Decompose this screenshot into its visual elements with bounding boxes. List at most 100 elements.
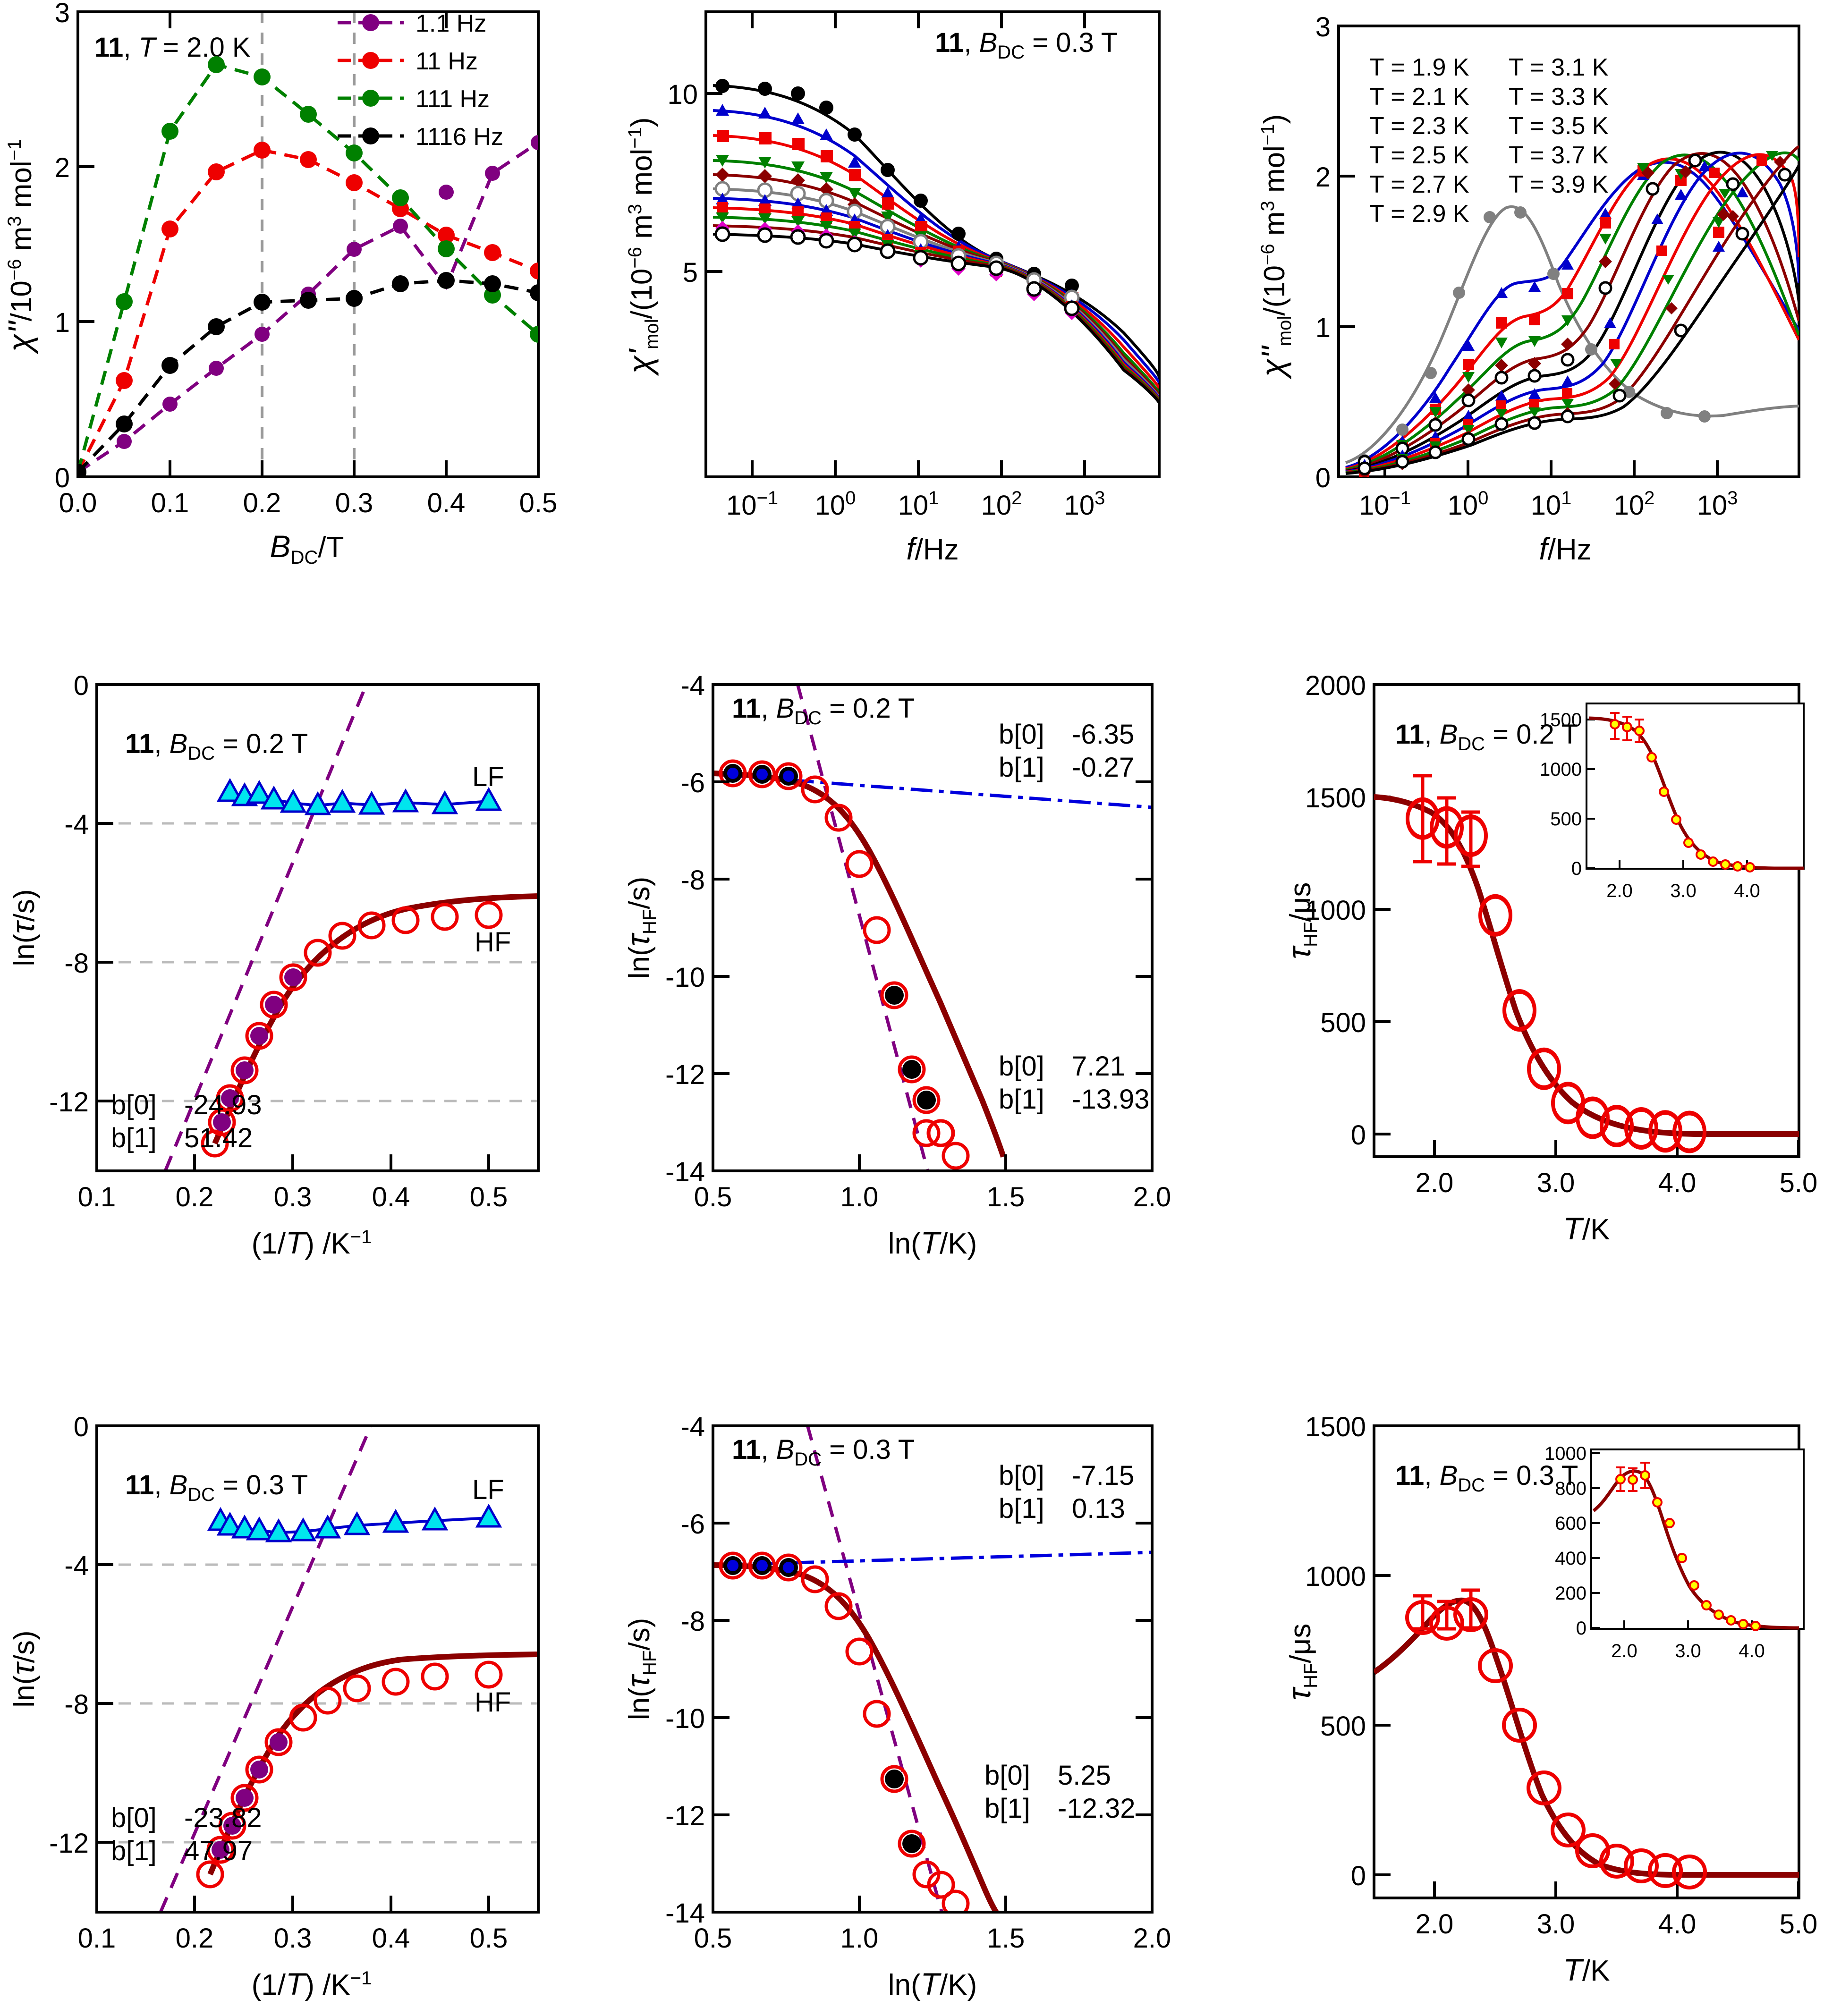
legend-label: 1.1 Hz (416, 10, 486, 37)
inset-ytick: 200 (1555, 1583, 1586, 1604)
inset-xtick: 2.0 (1606, 881, 1633, 901)
panel-tauHF-vs-T-03T: 1500 1000 500 0 2.0 3.0 4.0 5.0 T/K τHF/… (1232, 1402, 1841, 2016)
legend-label: 11 Hz (416, 48, 478, 75)
series-line-111Hz (78, 62, 538, 473)
branch-label-hf: HF (475, 1687, 511, 1718)
plot-frame (76, 10, 540, 478)
ytick: 0 (74, 1412, 89, 1442)
hf-markers (196, 1660, 503, 1889)
inset-xtick: 3.0 (1675, 1641, 1701, 1661)
ytick: 2000 (1305, 670, 1366, 701)
xtick: 100 (1448, 488, 1489, 521)
xtick: 0.3 (274, 1182, 312, 1212)
fit-magenta-b1-value: -12.32 (1058, 1793, 1135, 1824)
legend: 1.1 Hz 11 Hz 111 Hz 1116 Hz (338, 10, 503, 151)
ytick: 1000 (1305, 895, 1366, 926)
xtick: 2.0 (1416, 1168, 1454, 1198)
ytick: 1500 (1305, 1412, 1366, 1442)
y-axis-label: χ''mol/(10−6 m3 mol−1) (1255, 114, 1295, 380)
ytick: -14 (665, 1157, 705, 1187)
branch-label-lf: LF (472, 1474, 504, 1505)
fit-blue-b1-value: 0.13 (1072, 1493, 1125, 1524)
plot-frame (712, 1424, 1154, 1914)
xtick: 4.0 (1658, 1909, 1697, 1940)
branch-label-hf: HF (475, 927, 511, 957)
x-axis-label: (1/T) /K−1 (252, 1225, 372, 1260)
lf-markers (207, 1503, 502, 1542)
panel-tauHF-vs-T-02T: 2000 1500 1000 500 0 2.0 3.0 4.0 5.0 T/K… (1232, 661, 1841, 1275)
ytick: -12 (665, 1801, 705, 1831)
ytick: -12 (49, 1087, 89, 1118)
ytick: 500 (1320, 1008, 1366, 1038)
y-axis-label: ln(τHF/s) (620, 1618, 660, 1720)
x-axis-label: T/K (1563, 1952, 1610, 1987)
fit-b1-label: b[1] (111, 1836, 157, 1866)
y-axis-label: τHF/μs (1281, 882, 1321, 959)
fit-magenta-b1-label: b[1] (984, 1793, 1030, 1824)
panel-annotation: 11, BDC = 0.3 T (125, 1470, 308, 1505)
fit-curve (713, 771, 1006, 1158)
magenta-fit-annotation: b[0] 7.21 b[1] -13.93 (999, 1051, 1149, 1115)
xtick: 0.4 (372, 1923, 410, 1954)
xtick: 103 (1697, 488, 1738, 521)
fit-blue-b1-label: b[1] (999, 752, 1044, 783)
panel-chi-imag-vs-f: 0 1 2 3 10−1 100 101 102 103 f/Hz χ''mol… (1232, 0, 1841, 581)
ytick: 1000 (1305, 1561, 1366, 1592)
fit-b0-value: -23.82 (184, 1803, 262, 1833)
panel-ln-tau-vs-invT-02T: 0 -4 -8 -12 0.1 0.2 0.3 0.4 0.5 (1/T) /K… (0, 661, 581, 1275)
xtick: 3.0 (1537, 1909, 1575, 1940)
fit-b0-label: b[0] (111, 1090, 157, 1120)
x-axis-label: ln(T/K) (888, 1966, 977, 2001)
y-axis-label: χ''/10−6 m3 mol−1 (1, 139, 38, 355)
xtick: 5.0 (1780, 1168, 1818, 1198)
legend: T = 1.9 K T = 2.1 K T = 2.3 K T = 2.5 K … (1369, 54, 1609, 228)
ytick: -12 (49, 1828, 89, 1859)
ytick: 1500 (1305, 783, 1366, 813)
fit-curve (1374, 1597, 1799, 1878)
fit-b0-label: b[0] (111, 1803, 157, 1833)
x-axis-label: (1/T) /K−1 (252, 1966, 372, 2001)
ytick: -8 (680, 865, 705, 896)
ytick: -6 (680, 1509, 705, 1540)
data-markers (1405, 1597, 1707, 1889)
fit-magenta-b0-label: b[0] (984, 1760, 1030, 1791)
xtick: 101 (1531, 488, 1572, 521)
orbach-fit-line (159, 1426, 373, 1912)
inset-xtick: 4.0 (1739, 1641, 1765, 1661)
plot-frame (704, 10, 1161, 478)
panel-annotation: 11, BDC = 0.2 T (1395, 719, 1578, 754)
inset-ytick: 1000 (1544, 1443, 1586, 1464)
xtick: 1.0 (840, 1923, 879, 1954)
xtick: 10−1 (726, 488, 778, 521)
xtick: 0.5 (470, 1923, 508, 1954)
xtick: 0.2 (176, 1182, 214, 1212)
inset-xtick: 2.0 (1611, 1641, 1637, 1661)
y-axis-label: ln(τ/s) (5, 889, 41, 966)
fit-blue-b0-label: b[0] (999, 719, 1044, 750)
inset-xtick: 3.0 (1670, 881, 1697, 901)
xtick: 100 (815, 488, 856, 521)
xtick: 0.2 (176, 1923, 214, 1954)
panel-ln-tauHF-vs-lnT-03T: -4 -6 -8 -10 -12 -14 0.5 1.0 1.5 2.0 ln(… (604, 1402, 1204, 2016)
ytick: -8 (64, 1689, 89, 1720)
blue-fit-annotation: b[0] -6.35 b[1] -0.27 (999, 719, 1134, 783)
xtick: 0.2 (243, 488, 281, 518)
xtick: 101 (898, 488, 939, 521)
plot-frame (95, 1424, 540, 1914)
xtick: 0.0 (59, 488, 97, 518)
plot-frame (712, 683, 1154, 1172)
hf-points-filled (213, 968, 302, 1131)
series-line-1116Hz (78, 279, 538, 474)
xtick: 0.1 (151, 488, 189, 518)
legend-label: T = 2.5 K (1369, 142, 1469, 169)
orbach-dashed-line (806, 1426, 944, 1912)
data-markers (1406, 797, 1706, 1153)
blue-dashdot-line (713, 772, 1152, 809)
panel-annotation: 11, T = 2.0 K (94, 32, 251, 63)
xtick: 0.5 (470, 1182, 508, 1212)
xtick: 103 (1064, 488, 1105, 521)
ytick: 3 (1315, 12, 1331, 42)
xtick: 0.4 (427, 488, 466, 518)
ytick: -12 (665, 1059, 705, 1090)
